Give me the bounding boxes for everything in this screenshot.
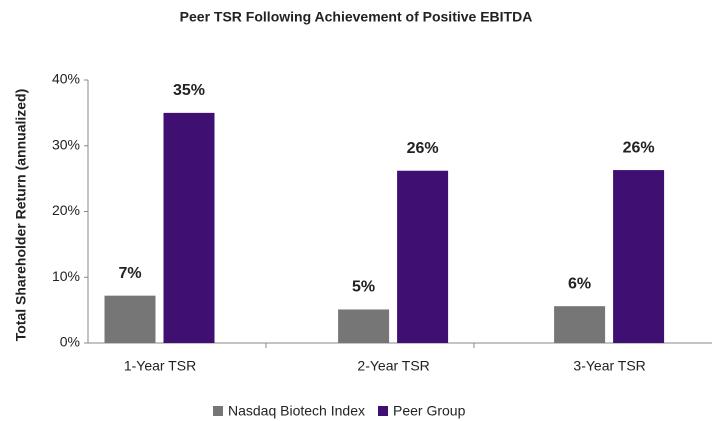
y-tick-label: 30% [52,136,80,152]
legend-swatch [378,406,388,416]
data-label: 6% [568,275,591,292]
data-label: 5% [352,279,375,296]
data-label: 7% [118,265,141,282]
y-tick-label: 20% [52,202,80,218]
x-tick-label: 2-Year TSR [357,358,429,374]
y-axis-label: Total Shareholder Return (annualized) [13,89,29,342]
bar [104,295,156,343]
data-label: 26% [407,140,439,157]
y-tick-label: 0% [60,334,80,350]
y-tick-label: 10% [52,268,80,284]
data-label: 26% [623,139,655,156]
data-label: 35% [173,82,205,99]
bar [613,170,665,343]
legend-label: Peer Group [393,403,466,419]
bar [554,306,606,343]
bar [338,309,390,343]
x-tick-label: 1-Year TSR [124,358,196,374]
chart-title: Peer TSR Following Achievement of Positi… [180,9,533,25]
x-tick-label: 3-Year TSR [573,358,645,374]
bar [397,170,449,343]
y-tick-label: 40% [52,71,80,87]
legend-swatch [213,406,223,416]
bar [163,112,215,343]
legend-label: Nasdaq Biotech Index [228,403,365,419]
